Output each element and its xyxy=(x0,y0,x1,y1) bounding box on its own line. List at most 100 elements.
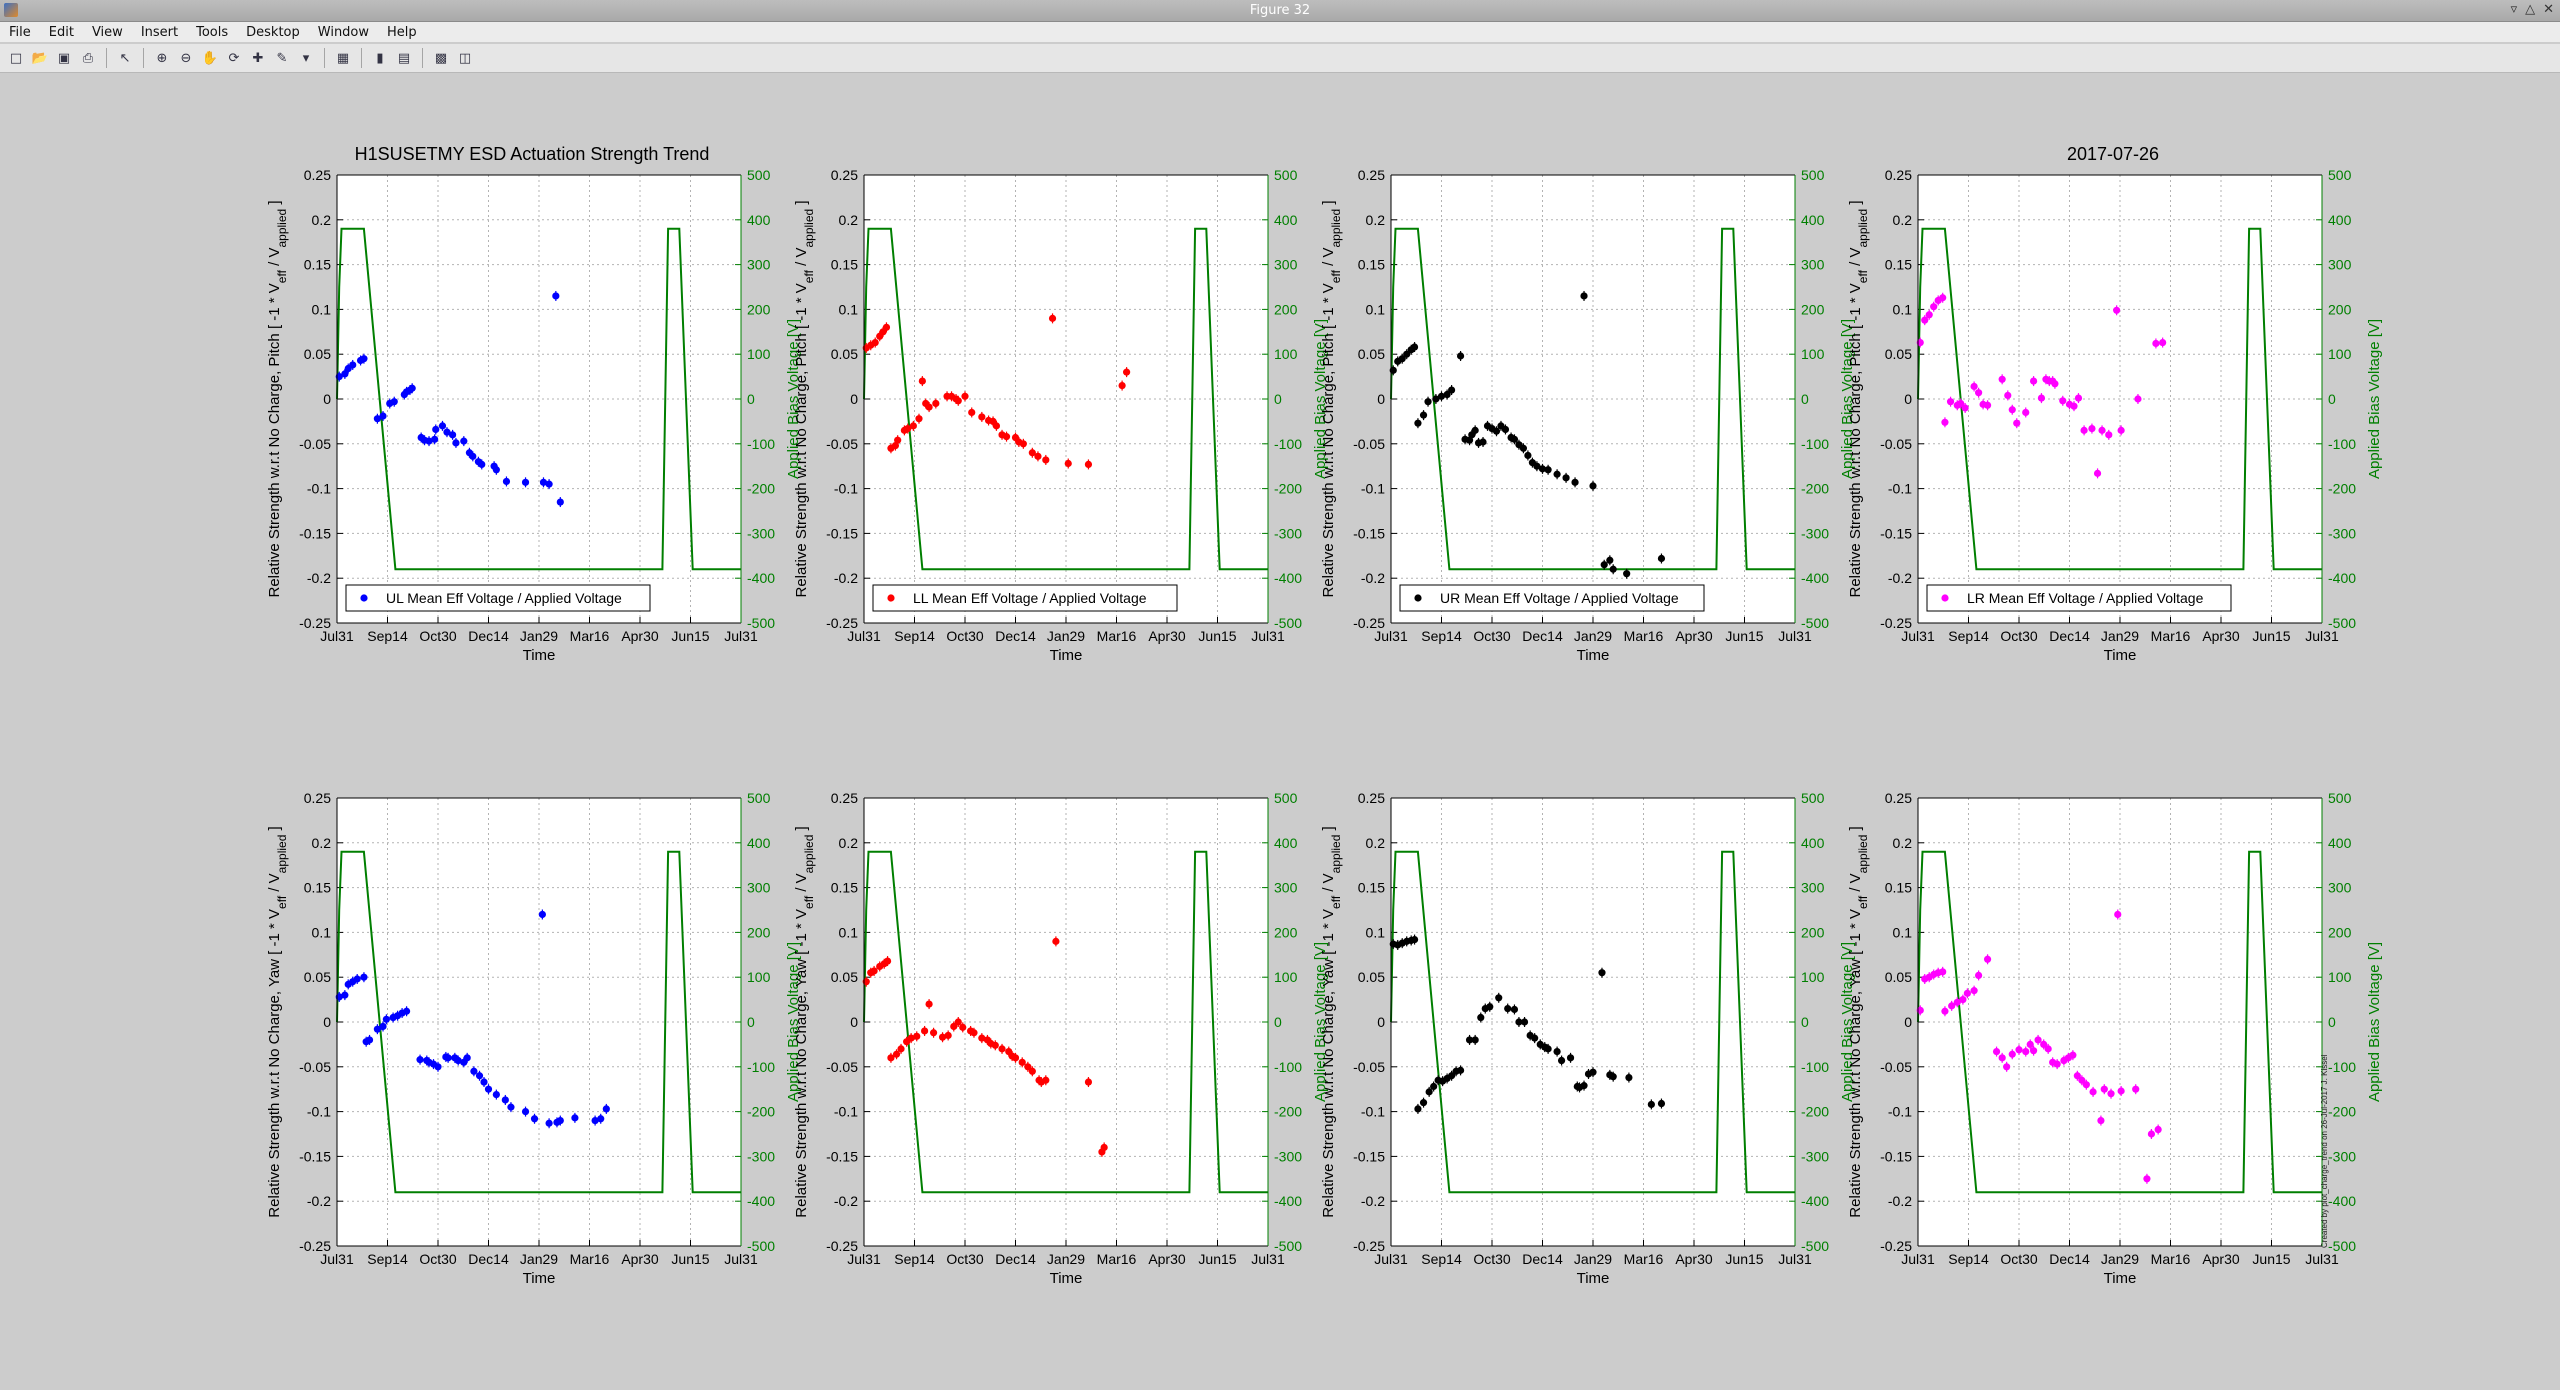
data-point xyxy=(1970,382,1978,391)
save-icon[interactable]: ▣ xyxy=(57,50,71,66)
y2-tick-label: 500 xyxy=(747,167,771,183)
figure-title-right: 2017-07-26 xyxy=(2067,144,2159,164)
x-axis-label: Time xyxy=(1577,647,1610,664)
data-cursor-icon[interactable]: ✚ xyxy=(252,50,264,66)
data-point xyxy=(2132,1085,2140,1093)
x-tick-label: Jul31 xyxy=(1374,1251,1408,1267)
x-axis-label: Time xyxy=(523,1270,556,1287)
legend-marker xyxy=(1414,594,1422,602)
y2-tick-label: -400 xyxy=(747,570,775,586)
data-point xyxy=(1100,1143,1108,1152)
y2-tick-label: 500 xyxy=(1801,790,1825,806)
data-point xyxy=(1034,452,1042,460)
x-tick-label: Sep14 xyxy=(1948,628,1989,644)
y-tick-label: 0.1 xyxy=(1366,924,1386,940)
x-tick-label: Jul31 xyxy=(320,1251,354,1267)
data-point xyxy=(2070,402,2078,410)
data-point xyxy=(454,1056,462,1065)
minimize-icon[interactable]: ▿ xyxy=(2510,2,2518,17)
chart-panel: 0.25 500 0.2 400 0.15 300 0.1 200 0.05 100 0 0 -0.05… xyxy=(1847,790,2383,1287)
colorbar-icon-2[interactable]: ▮ xyxy=(376,50,384,66)
x-tick-label: Apr30 xyxy=(2202,628,2240,644)
y2-tick-label: 100 xyxy=(1274,346,1298,362)
data-point xyxy=(1941,1007,1949,1015)
x-tick-label: Jan29 xyxy=(1574,628,1612,644)
y-tick-label: 0.25 xyxy=(1885,167,1912,183)
y-axis-label: Relative Strength w.r.t No Charge, Yaw [… xyxy=(793,826,816,1217)
legend-marker xyxy=(887,594,895,602)
data-point xyxy=(991,1041,999,1049)
legend-icon[interactable]: ▤ xyxy=(397,50,411,66)
menu-tools[interactable]: Tools xyxy=(196,24,229,40)
data-point xyxy=(1553,470,1561,478)
y-tick-label: 0.05 xyxy=(831,969,858,985)
y2-tick-label: 300 xyxy=(747,257,771,273)
data-point xyxy=(341,991,349,999)
zoom-in-icon[interactable]: ⊕ xyxy=(156,50,168,66)
x-tick-label: Dec14 xyxy=(2049,1251,2090,1267)
data-point xyxy=(1571,478,1579,486)
menu-desktop[interactable]: Desktop xyxy=(246,24,300,40)
window-titlebar: Figure 32 ▿ △ ✕ xyxy=(0,0,2560,22)
data-point xyxy=(538,910,546,919)
colorbar-icon[interactable]: ▦ xyxy=(336,50,350,66)
x-tick-label: Jan29 xyxy=(1047,628,1085,644)
menu-insert[interactable]: Insert xyxy=(140,24,179,40)
y2-tick-label: 400 xyxy=(747,212,771,228)
data-point xyxy=(556,498,564,506)
show-plot-tools-icon[interactable]: ◫ xyxy=(458,50,472,66)
new-figure-icon[interactable]: □ xyxy=(9,50,23,66)
legend-box xyxy=(1399,584,1705,612)
data-point xyxy=(1959,996,1967,1004)
y2-tick-label: 100 xyxy=(2328,969,2352,985)
data-point xyxy=(1437,392,1446,400)
menu-view[interactable]: View xyxy=(91,24,123,40)
toolbar-separator xyxy=(361,48,362,68)
print-icon[interactable]: ⎙ xyxy=(82,50,94,66)
rotate-icon[interactable]: ⟳ xyxy=(228,50,240,66)
open-file-icon[interactable]: 📂 xyxy=(31,50,49,66)
data-point xyxy=(959,1023,967,1031)
menu-file[interactable]: File xyxy=(9,24,31,40)
menu-edit[interactable]: Edit xyxy=(48,24,74,40)
link-icon[interactable]: ▾ xyxy=(302,50,310,66)
data-point xyxy=(521,478,530,486)
data-point xyxy=(2100,1085,2108,1093)
data-point xyxy=(1419,1099,1428,1107)
data-point xyxy=(968,408,976,417)
data-point xyxy=(452,439,460,447)
x-tick-label: Jan29 xyxy=(520,1251,558,1267)
data-point xyxy=(970,1029,978,1037)
y2-tick-label: -200 xyxy=(1274,481,1302,497)
data-point xyxy=(925,1000,933,1008)
close-icon[interactable]: ✕ xyxy=(2543,2,2554,17)
menu-help[interactable]: Help xyxy=(387,24,417,40)
x-tick-label: Sep14 xyxy=(1421,628,1462,644)
data-point xyxy=(1465,1036,1474,1044)
pointer-icon[interactable]: ↖ xyxy=(119,50,131,66)
data-point xyxy=(2013,419,2021,427)
x-axis-label: Time xyxy=(1050,647,1083,664)
data-point xyxy=(961,392,969,400)
x-axis-label: Time xyxy=(523,647,556,664)
y2-tick-label: 500 xyxy=(1274,790,1298,806)
bias-voltage-line xyxy=(863,850,1268,1194)
y2-axis-label: Applied Bias Voltage [V] xyxy=(1312,319,1329,479)
data-point xyxy=(402,1007,411,1015)
maximize-icon[interactable]: △ xyxy=(2525,2,2536,17)
data-point xyxy=(1533,462,1541,470)
y2-axis-label: Applied Bias Voltage [V] xyxy=(2366,942,2383,1102)
menu-window[interactable]: Window xyxy=(317,24,370,40)
x-tick-label: Jul31 xyxy=(724,1251,758,1267)
pan-icon[interactable]: ✋ xyxy=(201,50,219,66)
data-point xyxy=(1580,1082,1588,1090)
zoom-out-icon[interactable]: ⊖ xyxy=(180,50,192,66)
y2-tick-label: -200 xyxy=(2328,481,2356,497)
y-tick-label: -0.25 xyxy=(826,615,858,631)
data-point xyxy=(382,1015,390,1023)
brush-icon[interactable]: ✎ xyxy=(276,50,288,66)
data-point xyxy=(1414,1105,1422,1113)
y2-tick-label: -400 xyxy=(1274,570,1302,586)
y-tick-label: -0.15 xyxy=(1353,525,1385,541)
hide-plot-tools-icon[interactable]: ▩ xyxy=(434,50,448,66)
